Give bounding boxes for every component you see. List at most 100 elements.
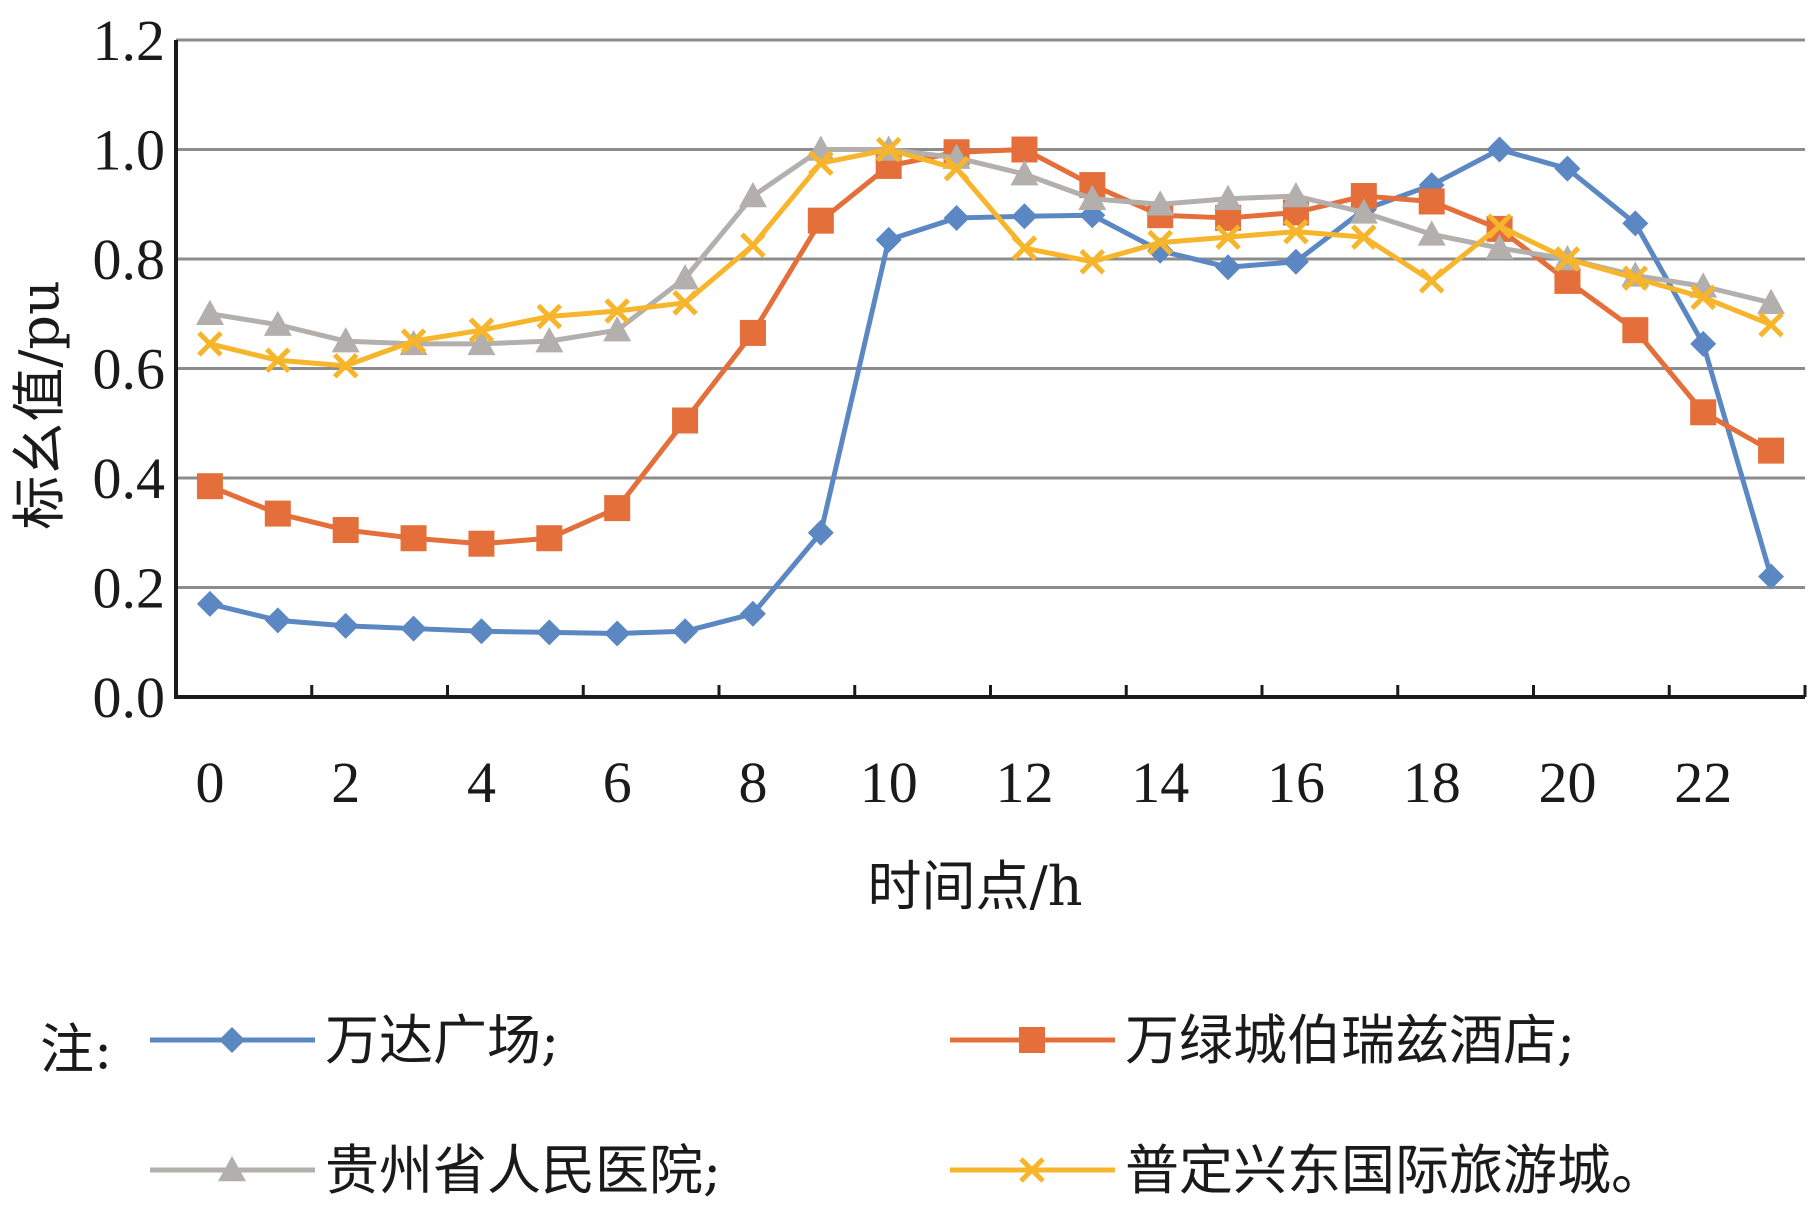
legend-marker-0: [219, 1027, 245, 1053]
series-3-point-16: [1283, 218, 1309, 245]
series-0-point-6: [604, 620, 631, 647]
series-0-point-7: [672, 618, 699, 645]
legend-marker-1: [1019, 1027, 1045, 1053]
series-0-point-16: [1282, 248, 1309, 275]
series-2-point-19: [1485, 234, 1514, 260]
y-tick-label-5: 1.0: [93, 118, 166, 183]
series-3-point-19: [1486, 213, 1513, 239]
x-tick-label-8: 16: [1267, 750, 1325, 815]
series-0-point-8: [739, 600, 766, 627]
y-tick-label-4: 0.8: [93, 227, 166, 292]
x-tick-label-3: 6: [603, 750, 632, 815]
series-2-point-13: [1078, 184, 1107, 210]
series-0-point-15: [1215, 254, 1242, 281]
series-1-point-18: [1418, 188, 1445, 215]
series-3-point-5: [536, 303, 563, 330]
series-3-point-11: [943, 155, 970, 182]
series-0-point-11: [943, 204, 970, 231]
series-3-point-22: [1690, 284, 1716, 311]
series-0-point-3: [400, 615, 427, 642]
legend-label-0: 万达广场;: [325, 1009, 559, 1072]
series-3-point-15: [1215, 224, 1241, 250]
legend-label-1: 万绿城伯瑞兹酒店;: [1125, 1009, 1575, 1072]
legend-prefix: 注:: [40, 1018, 112, 1081]
series-2-point-5: [535, 327, 564, 353]
legend-item-1: 万绿城伯瑞兹酒店;: [950, 1009, 1575, 1072]
series-0-point-5: [536, 619, 563, 646]
series-0-point-4: [468, 618, 495, 645]
series-0-point-22: [1690, 330, 1717, 357]
series-3-point-9: [808, 150, 834, 176]
series-0-point-21: [1622, 210, 1649, 237]
series-3-point-10: [875, 136, 902, 163]
series-2-point-0: [195, 299, 224, 325]
series-3-point-7: [672, 290, 698, 316]
y-tick-label-0: 0.0: [93, 665, 166, 730]
y-tick-label-3: 0.6: [93, 337, 166, 402]
x-axis-label: 时间点/h: [868, 855, 1083, 918]
legend-item-2: 贵州省人民医院;: [150, 1139, 721, 1202]
series-3-point-13: [1079, 248, 1106, 275]
series-0: [196, 136, 1785, 647]
y-tick-label-6: 1.2: [93, 8, 166, 73]
series-1-point-23: [1758, 437, 1785, 464]
series-2: [195, 135, 1786, 356]
x-tick-label-1: 2: [331, 750, 360, 815]
series-line-2: [209, 147, 1772, 347]
series-1-point-21: [1622, 317, 1649, 344]
series-3-point-18: [1418, 268, 1445, 294]
series-2-point-18: [1417, 220, 1446, 246]
series-3-point-8: [740, 232, 766, 259]
series-2-point-8: [738, 182, 767, 208]
y-tick-labels: 0.0 0.2 0.4 0.6 0.8 1.0 1.2: [93, 8, 166, 730]
series-2-point-7: [671, 264, 700, 290]
series-3-point-17: [1351, 224, 1377, 250]
series-1-point-5: [536, 525, 563, 552]
series-2-point-4: [467, 329, 496, 356]
series-1-point-12: [1011, 136, 1038, 163]
legend-item-0: 万达广场;: [150, 1009, 559, 1072]
series-1-point-3: [400, 525, 427, 552]
x-tick-label-0: 0: [195, 750, 224, 815]
y-tick-label-2: 0.4: [93, 446, 166, 511]
series-2-point-6: [603, 316, 632, 342]
series-line-0: [209, 147, 1774, 636]
x-tick-label-5: 10: [860, 750, 918, 815]
x-tick-label-7: 14: [1131, 750, 1189, 815]
series-2-point-23: [1757, 288, 1786, 314]
series-3-point-12: [1011, 235, 1038, 261]
series-0-point-20: [1554, 155, 1581, 182]
series-3-point-14: [1147, 229, 1173, 256]
series-3-point-20: [1554, 246, 1581, 272]
series-1: [196, 136, 1785, 557]
series-3-point-0: [197, 331, 223, 357]
series-3-point-23: [1758, 311, 1784, 338]
series-1-point-8: [739, 319, 766, 346]
x-tick-labels: 0 2 4 6 8 10 12 14 16 18 20 22: [195, 750, 1732, 815]
series-1-point-22: [1690, 399, 1717, 426]
series-3-point-21: [1622, 265, 1649, 291]
series-line-3: [209, 147, 1772, 369]
legend: 注: 万达广场; 万绿城伯瑞兹酒店; 贵州省人民医院; 普定兴东国际旅游城。: [40, 1009, 1665, 1202]
series-0-point-12: [1011, 203, 1038, 230]
series-1-point-6: [604, 495, 631, 522]
legend-marker-2: [218, 1156, 246, 1182]
legend-marker-3: [1019, 1157, 1045, 1183]
series-1-point-0: [196, 473, 223, 500]
legend-label-3: 普定兴东国际旅游城。: [1125, 1139, 1665, 1202]
x-tick-label-11: 22: [1674, 750, 1732, 815]
grid-lines: [176, 38, 1805, 589]
series-1-point-1: [264, 500, 291, 527]
x-tick-label-6: 12: [995, 750, 1053, 815]
legend-label-2: 贵州省人民医院;: [325, 1139, 721, 1202]
series-3-point-2: [332, 352, 359, 379]
x-tick-label-4: 8: [738, 750, 767, 815]
series-1-point-4: [468, 530, 495, 557]
series-3-point-3: [400, 328, 427, 354]
series-2-point-17: [1349, 198, 1378, 224]
series-0-point-19: [1486, 136, 1513, 163]
series-2-point-1: [263, 310, 292, 336]
series-2-point-2: [331, 327, 360, 353]
series-0-point-23: [1758, 563, 1785, 590]
